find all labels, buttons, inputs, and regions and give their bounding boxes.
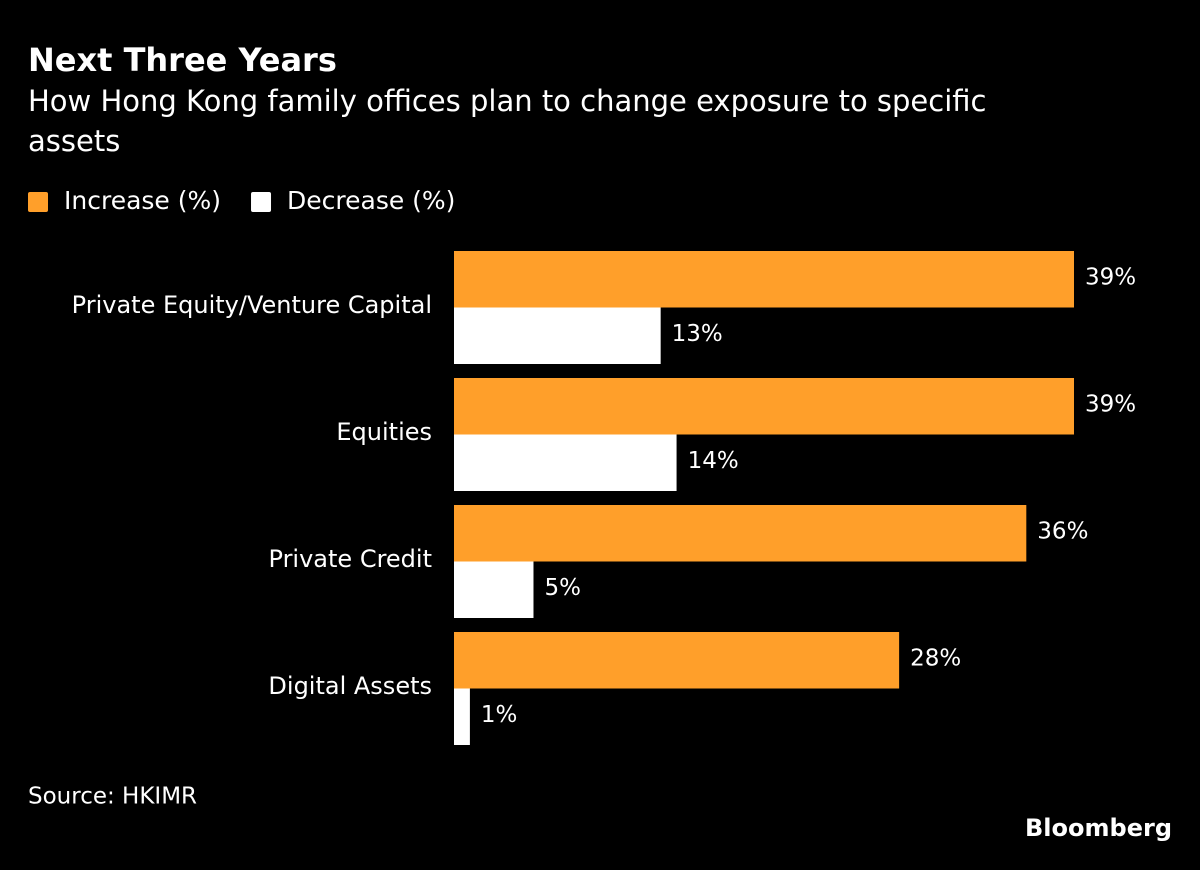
value-label: 36%: [1037, 519, 1088, 545]
value-label: 14%: [688, 448, 739, 474]
chart-title: Next Three Years: [28, 41, 337, 79]
legend-label: Increase (%): [64, 186, 221, 215]
value-label: 39%: [1085, 265, 1136, 291]
bar: [454, 251, 1074, 308]
bar: [454, 434, 677, 491]
value-label: 5%: [544, 575, 581, 601]
category-label: Private Equity/Venture Capital: [72, 291, 432, 319]
chart-subtitle: How Hong Kong family offices plan to cha…: [28, 84, 986, 158]
legend-label: Decrease (%): [287, 186, 455, 215]
legend-swatch: [251, 192, 272, 212]
legend-swatch: [28, 192, 48, 212]
category-label: Equities: [336, 418, 432, 446]
value-label: 13%: [672, 321, 723, 347]
value-label: 28%: [910, 646, 961, 672]
value-label: 39%: [1085, 392, 1136, 418]
source: Source: HKIMR: [28, 784, 197, 810]
bar: [454, 307, 661, 364]
category-label: Private Credit: [269, 545, 432, 573]
bar: [454, 561, 534, 618]
brand: Bloomberg: [1025, 814, 1172, 842]
bar: [454, 378, 1074, 435]
bar: [454, 632, 900, 689]
value-label: 1%: [481, 702, 518, 728]
bar: [454, 505, 1027, 562]
category-label: Digital Assets: [268, 672, 432, 700]
bar: [454, 688, 470, 745]
